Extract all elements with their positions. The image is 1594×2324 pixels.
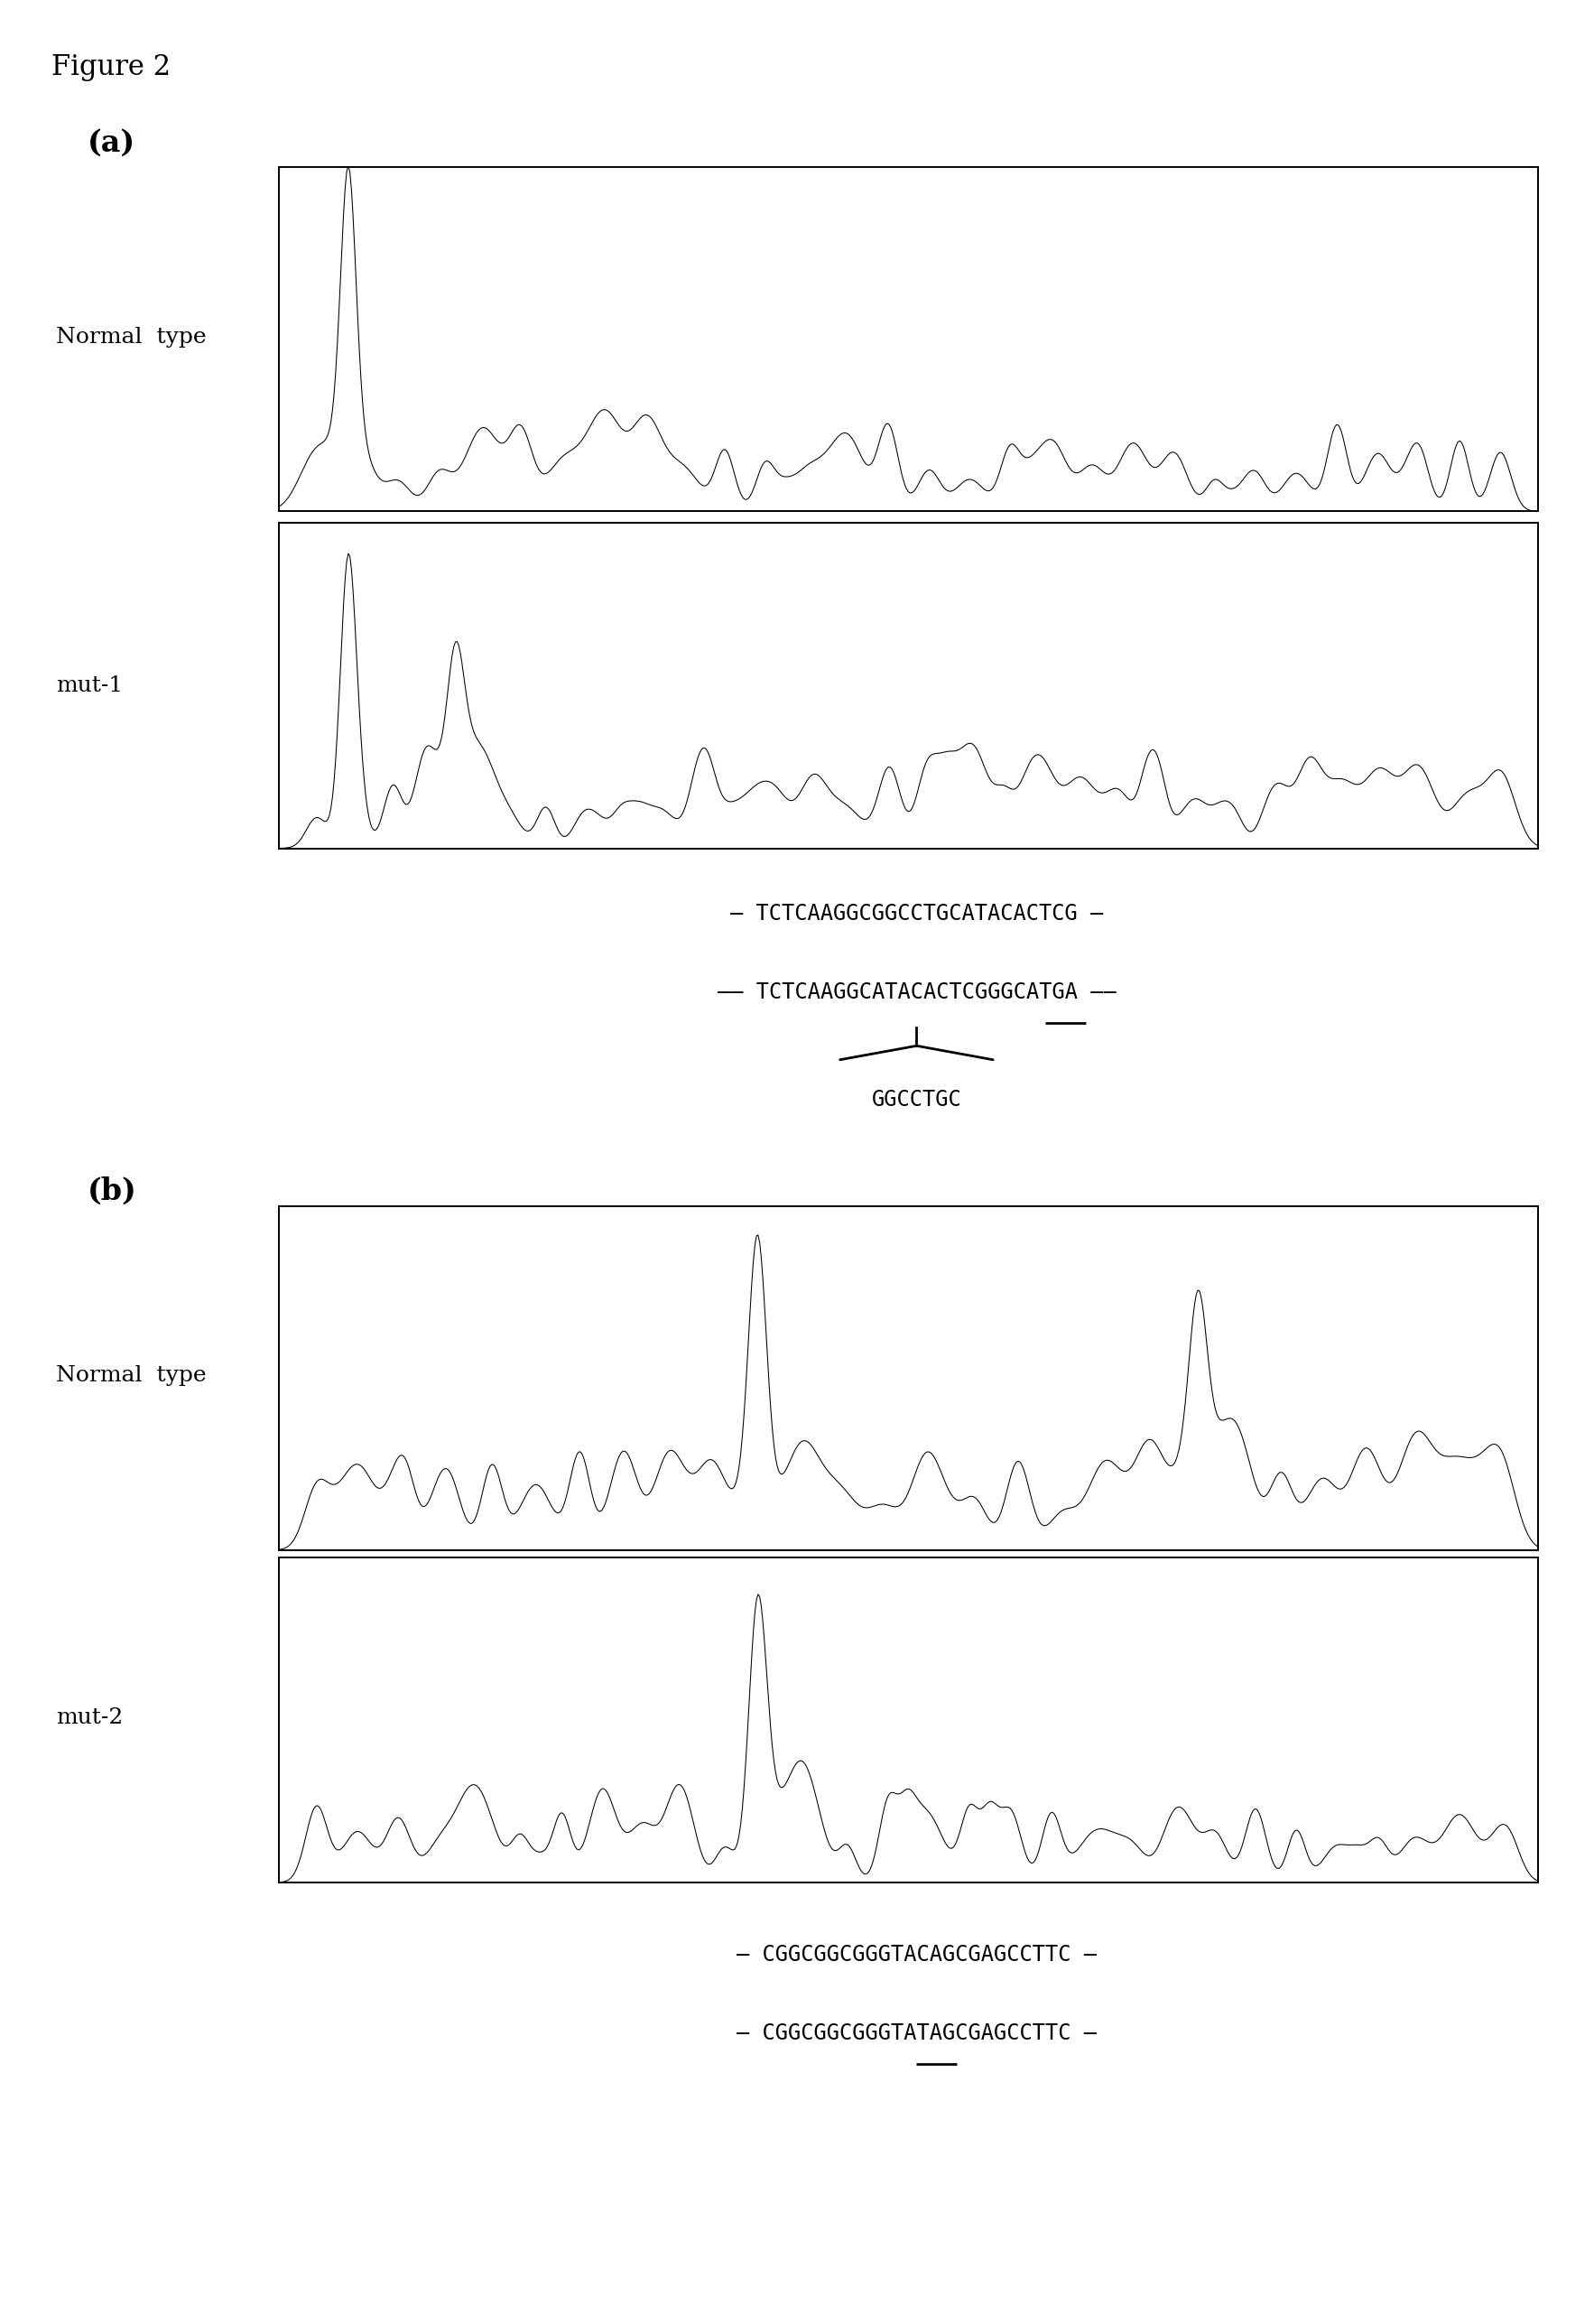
Text: —— TCTCAAGGCATACACTCGGGCATGA ——: —— TCTCAAGGCATACACTCGGGCATGA —— <box>717 981 1116 1004</box>
Text: mut-2: mut-2 <box>56 1708 123 1727</box>
Text: Normal  type: Normal type <box>56 328 206 346</box>
Text: mut-1: mut-1 <box>56 676 123 695</box>
Text: (b): (b) <box>88 1176 137 1206</box>
Text: — TCTCAAGGCGGCCTGCATACACTCG —: — TCTCAAGGCGGCCTGCATACACTCG — <box>730 902 1103 925</box>
Text: GGCCTGC: GGCCTGC <box>872 1088 961 1111</box>
Text: Figure 2: Figure 2 <box>51 53 171 81</box>
Text: — CGGCGGCGGGTACAGCGAGCCTTC —: — CGGCGGCGGGTACAGCGAGCCTTC — <box>736 1943 1097 1966</box>
Text: — CGGCGGCGGGTATAGCGAGCCTTC —: — CGGCGGCGGGTATAGCGAGCCTTC — <box>736 2022 1097 2045</box>
Text: Normal  type: Normal type <box>56 1367 206 1385</box>
Text: (a): (a) <box>88 128 135 158</box>
